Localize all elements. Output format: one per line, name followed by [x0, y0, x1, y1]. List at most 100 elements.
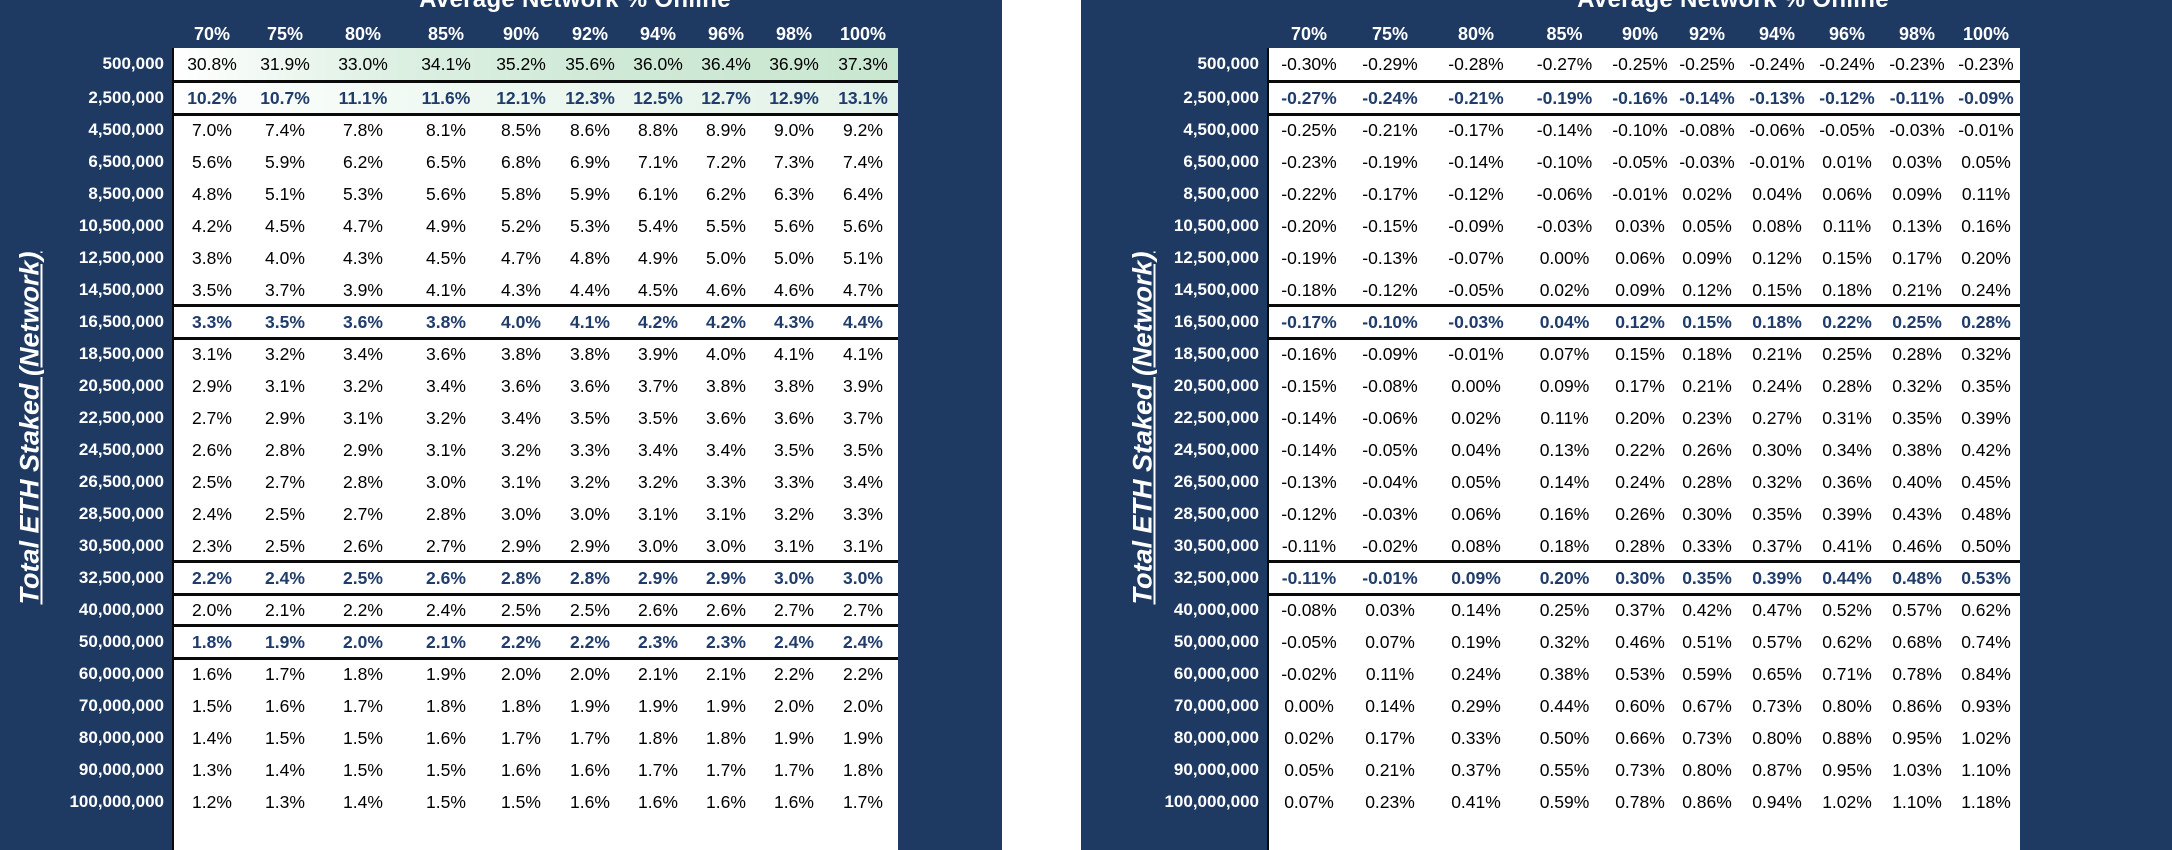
table-row: 10.2% 10.7% 11.1% 11.6% 12.1% 12.3% 12.5% 12.7%…: [174, 82, 898, 114]
table-cell: 9.0%: [774, 120, 814, 140]
column-header-row: 70% 75% 80% 85% 90% 92% 94% 96% 98% 100%: [174, 20, 898, 48]
table-cell: 1.8%: [501, 696, 541, 716]
table-row: 0.05% 0.21% 0.37% 0.55% 0.73% 0.80% 0.87% 0.95%…: [1269, 754, 2020, 786]
table-cell: 4.7%: [843, 280, 883, 300]
table-cell: -0.17%: [1362, 184, 1418, 204]
table-cell: 2.7%: [426, 536, 466, 556]
table-cell: -0.25%: [1281, 120, 1337, 140]
table-cell: 6.8%: [501, 152, 541, 172]
table-cell: 2.8%: [570, 568, 610, 588]
table-cell: -0.02%: [1362, 536, 1418, 556]
table-cell: -0.08%: [1281, 600, 1337, 620]
table-cell: -0.14%: [1281, 408, 1337, 428]
table-cell: 1.5%: [343, 760, 383, 780]
table-cell: 12.5%: [633, 88, 683, 108]
table-cell: 2.8%: [343, 472, 383, 492]
row-separator: [174, 80, 898, 83]
table-cell: -0.03%: [1889, 120, 1945, 140]
row-label: 40,000,000: [78, 600, 164, 619]
table-cell: 0.74%: [1961, 632, 2011, 652]
table-cell: 0.67%: [1682, 696, 1732, 716]
table-row: -0.17% -0.10% -0.03% 0.04% 0.12% 0.15% 0.18% 0.…: [1269, 306, 2020, 338]
table-cell: 35.2%: [496, 54, 546, 74]
table-cell: 8.9%: [706, 120, 746, 140]
table-cell: 0.20%: [1961, 248, 2011, 268]
row-label: 100,000,000: [69, 792, 164, 811]
table-row: 1.6% 1.7% 1.8% 1.9% 2.0% 2.0% 2.1% 2.1% 2.2% 2.2%: [174, 658, 898, 690]
table-cell: 0.59%: [1539, 792, 1590, 812]
column-header: 90%: [502, 24, 540, 44]
table-row: -0.12% -0.03% 0.06% 0.16% 0.26% 0.30% 0.35% 0.3…: [1269, 498, 2020, 530]
table-row: 4.8% 5.1% 5.3% 5.6% 5.8% 5.9% 6.1% 6.2% 6.3% 6.4%: [174, 178, 898, 210]
table-cell: 5.5%: [706, 216, 746, 236]
table-cell: 0.09%: [1615, 280, 1665, 300]
table-cell: 0.07%: [1365, 632, 1415, 652]
table-cell: 0.14%: [1451, 600, 1501, 620]
table-cell: 0.12%: [1682, 280, 1732, 300]
column-header: 80%: [344, 24, 382, 44]
table-cell: 1.3%: [192, 760, 232, 780]
table-cell: 0.18%: [1682, 344, 1732, 364]
table-cell: -0.03%: [1448, 312, 1504, 332]
table-row: 3.3% 3.5% 3.6% 3.8% 4.0% 4.1% 4.2% 4.2% 4.3% 4.4%: [174, 306, 898, 338]
table-cell: 0.39%: [1822, 504, 1872, 524]
table-cell: -0.13%: [1362, 248, 1418, 268]
table-cell: 0.44%: [1539, 696, 1590, 716]
table-cell: -0.09%: [1362, 344, 1418, 364]
table-cell: 3.3%: [843, 504, 883, 524]
table-cell: 4.4%: [843, 312, 883, 332]
row-label: 50,000,000: [78, 632, 164, 651]
table-cell: 3.7%: [843, 408, 883, 428]
table-cell: 2.6%: [638, 600, 678, 620]
row-label: 18,500,000: [1173, 344, 1259, 363]
table-cell: 0.24%: [1615, 472, 1665, 492]
table-cell: 0.62%: [1961, 600, 2011, 620]
row-label: 32,500,000: [78, 568, 164, 587]
table-cell: 0.36%: [1822, 472, 1872, 492]
table-cell: 1.6%: [426, 728, 466, 748]
table-cell: 0.04%: [1451, 440, 1501, 460]
table-cell: -0.16%: [1281, 344, 1337, 364]
table-cell: -0.04%: [1362, 472, 1418, 492]
table-cell: -0.11%: [1889, 88, 1945, 108]
table-cell: -0.08%: [1362, 376, 1418, 396]
table-cell: 1.9%: [843, 728, 883, 748]
table-row: 2.4% 2.5% 2.7% 2.8% 3.0% 3.0% 3.1% 3.1% 3.2% 3.3%: [174, 498, 898, 530]
table-cell: -0.27%: [1536, 54, 1593, 74]
row-label: 6,500,000: [88, 152, 164, 171]
table-cell: 3.2%: [570, 472, 610, 492]
table-cell: 2.1%: [265, 600, 305, 620]
table-cell: 0.05%: [1284, 760, 1334, 780]
table-cell: 0.73%: [1682, 728, 1732, 748]
table-row: 3.1% 3.2% 3.4% 3.6% 3.8% 3.8% 3.9% 4.0% 4.1% 4.1%: [174, 338, 898, 370]
table-cell: 2.7%: [774, 600, 814, 620]
table-cell: 0.37%: [1451, 760, 1501, 780]
table-cell: -0.15%: [1362, 216, 1418, 236]
table-cell: 0.35%: [1682, 568, 1732, 588]
table-cell: -0.19%: [1281, 248, 1337, 268]
data-grid: 30.8% 31.9% 33.0% 34.1% 35.2% 35.6% 36.0% 36.4%…: [174, 48, 898, 850]
table-cell: 0.15%: [1752, 280, 1802, 300]
table-cell: 3.5%: [774, 440, 814, 460]
table-cell: 0.09%: [1892, 184, 1942, 204]
table-cell: -0.05%: [1448, 280, 1504, 300]
column-header: 92%: [1688, 24, 1726, 44]
table-cell: 6.1%: [638, 184, 678, 204]
table-cell: 0.86%: [1892, 696, 1942, 716]
table-cell: 0.47%: [1752, 600, 1802, 620]
table-cell: -0.01%: [1448, 344, 1504, 364]
table-cell: 2.4%: [843, 632, 883, 652]
table-cell: 3.2%: [265, 344, 305, 364]
table-cell: 0.26%: [1615, 504, 1665, 524]
table-cell: 3.0%: [501, 504, 541, 524]
table-cell: 3.7%: [265, 280, 305, 300]
table-cell: 0.95%: [1822, 760, 1872, 780]
table-cell: 0.35%: [1892, 408, 1942, 428]
column-header: 96%: [1828, 24, 1866, 44]
table-cell: 4.9%: [426, 216, 466, 236]
row-label: 10,500,000: [78, 216, 164, 235]
table-cell: 0.05%: [1451, 472, 1501, 492]
column-header: 92%: [571, 24, 609, 44]
table-cell: 0.17%: [1892, 248, 1942, 268]
table-cell: 4.5%: [426, 248, 466, 268]
